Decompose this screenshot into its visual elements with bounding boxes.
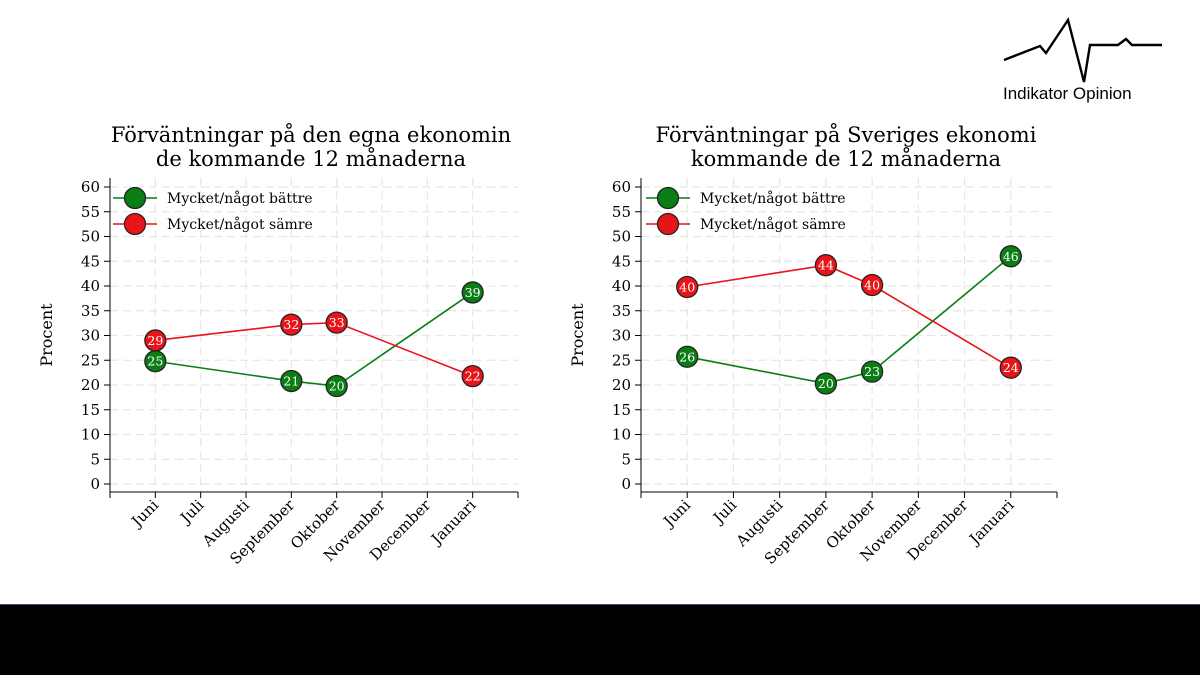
pulse-line-icon	[1003, 17, 1162, 83]
y-tick-label: 30	[612, 327, 631, 345]
series-line-better	[687, 255, 1012, 385]
series-line-worse	[687, 264, 1012, 369]
data-point-worse	[144, 329, 167, 352]
series-line-better	[155, 291, 474, 387]
y-tick-label: 55	[81, 203, 100, 221]
x-tick-label: Juni	[659, 496, 695, 532]
y-tick-label: 35	[81, 302, 100, 320]
x-tick-label: Juli	[708, 496, 740, 528]
data-point-better	[999, 245, 1022, 268]
y-tick-label: 30	[81, 327, 100, 345]
y-tick-label: 50	[81, 228, 100, 246]
chart-title-line: de kommande 12 månaderna	[156, 147, 466, 171]
y-tick-label: 45	[81, 252, 100, 270]
x-tick-label: Januari	[964, 496, 1017, 549]
legend-label: Mycket/något bättre	[700, 190, 846, 207]
data-point-better	[280, 369, 303, 393]
y-tick-label: 20	[612, 376, 631, 394]
data-label: 20	[329, 378, 345, 393]
legend-marker	[123, 186, 147, 210]
x-tick-label: Juni	[127, 496, 163, 532]
data-label: 44	[818, 258, 834, 273]
y-axis-label: Procent	[568, 303, 587, 367]
y-tick-label: 25	[612, 351, 631, 369]
data-point-better	[325, 374, 348, 398]
data-label: 21	[283, 374, 299, 389]
y-tick-label: 40	[81, 277, 100, 295]
y-tick-label: 45	[612, 252, 631, 270]
data-label: 24	[1003, 360, 1019, 375]
data-point-worse	[999, 356, 1022, 379]
chart-title-line: Förväntningar på Sveriges ekonomi	[656, 123, 1037, 147]
bottom-bar	[0, 604, 1200, 675]
data-label: 40	[679, 279, 695, 294]
data-point-better	[814, 372, 838, 395]
chart-2: Förväntningar på Sveriges ekonomikommand…	[568, 123, 1058, 568]
legend-marker	[656, 186, 680, 210]
y-tick-label: 60	[81, 178, 100, 196]
data-point-worse	[280, 313, 303, 336]
data-point-worse	[461, 364, 484, 388]
chart-title-line: Förväntningar på den egna ekonomin	[111, 123, 511, 147]
y-tick-label: 10	[612, 426, 631, 444]
series-line-worse	[155, 321, 473, 377]
y-axis-label: Procent	[37, 303, 56, 367]
y-tick-label: 20	[81, 376, 100, 394]
data-point-worse	[676, 275, 699, 299]
chart-title-line: kommande de 12 månaderna	[691, 147, 1001, 171]
data-point-better	[860, 360, 884, 383]
data-label: 22	[465, 369, 481, 384]
y-tick-label: 55	[612, 203, 631, 221]
y-tick-label: 0	[621, 475, 631, 493]
data-point-better	[676, 345, 699, 368]
y-tick-label: 40	[612, 277, 631, 295]
y-tick-label: 35	[612, 302, 631, 320]
y-tick-label: 5	[90, 450, 100, 468]
y-tick-label: 60	[612, 178, 631, 196]
x-tick-label: Juli	[175, 496, 207, 528]
data-point-better	[461, 281, 484, 304]
x-tick-label: Januari	[426, 496, 479, 549]
legend-marker	[656, 212, 680, 236]
data-label: 29	[147, 333, 163, 348]
y-tick-label: 10	[81, 426, 100, 444]
data-label: 32	[283, 317, 299, 332]
y-tick-label: 50	[612, 228, 631, 246]
data-label: 26	[679, 349, 695, 364]
data-point-worse	[325, 311, 348, 334]
data-label: 40	[864, 278, 880, 293]
data-label: 46	[1003, 249, 1019, 264]
legend-marker	[123, 212, 147, 236]
legend-label: Mycket/något sämre	[167, 216, 313, 233]
data-label: 23	[864, 364, 880, 379]
brand-name: Indikator Opinion	[1003, 84, 1132, 103]
y-tick-label: 0	[90, 475, 100, 493]
data-label: 33	[329, 315, 345, 330]
legend-label: Mycket/något bättre	[167, 190, 313, 207]
y-tick-label: 15	[612, 401, 631, 419]
data-label: 20	[818, 376, 834, 391]
data-point-worse	[814, 254, 838, 277]
data-label: 25	[147, 354, 163, 369]
data-label: 39	[465, 285, 481, 300]
y-tick-label: 5	[621, 450, 631, 468]
legend-label: Mycket/något sämre	[700, 216, 846, 233]
y-tick-label: 25	[81, 351, 100, 369]
y-tick-label: 15	[81, 401, 100, 419]
data-point-worse	[860, 273, 884, 297]
